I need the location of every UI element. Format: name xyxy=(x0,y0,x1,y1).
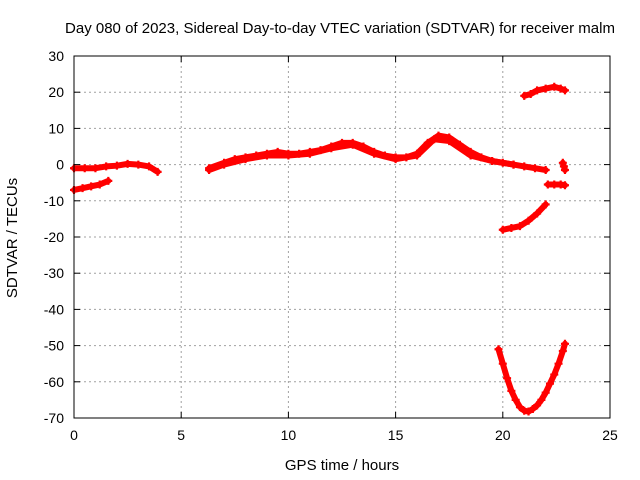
y-tick-label: -60 xyxy=(44,374,64,390)
data-point xyxy=(284,151,293,160)
y-tick-label: -70 xyxy=(44,410,64,426)
y-axis-label: SDTVAR / TECUs xyxy=(4,178,21,298)
data-point xyxy=(488,156,497,165)
data-point xyxy=(503,374,512,383)
data-point xyxy=(494,345,503,354)
series-arc-4 xyxy=(205,135,518,175)
data-point xyxy=(391,155,400,164)
chart-title: Day 080 of 2023, Sidereal Day-to-day VTE… xyxy=(65,20,615,37)
y-tick-label: -50 xyxy=(44,338,64,354)
y-tick-label: 20 xyxy=(48,84,64,100)
data-point xyxy=(112,161,121,170)
data-point xyxy=(370,149,379,158)
series-arc-5 xyxy=(520,82,569,100)
data-point xyxy=(220,160,229,169)
data-point xyxy=(87,182,96,191)
data-point xyxy=(545,379,554,388)
y-tick-label: 30 xyxy=(48,48,64,64)
series-line xyxy=(499,201,549,233)
data-point xyxy=(520,162,529,171)
data-point xyxy=(526,90,535,99)
data-point xyxy=(524,216,533,225)
data-point xyxy=(554,359,563,368)
data-point xyxy=(560,166,569,175)
data-series xyxy=(70,82,569,416)
data-point xyxy=(533,86,542,95)
data-point xyxy=(550,370,559,379)
data-point xyxy=(509,160,518,169)
data-point xyxy=(145,162,154,171)
data-point xyxy=(498,225,507,234)
data-point xyxy=(123,159,132,168)
grid-lines xyxy=(74,56,610,418)
data-point xyxy=(533,209,542,218)
data-point xyxy=(413,151,422,160)
data-point xyxy=(528,404,537,413)
data-point xyxy=(445,137,454,146)
data-point xyxy=(524,407,533,416)
y-tick-label: -10 xyxy=(44,193,64,209)
series-arc-1 xyxy=(70,159,162,176)
x-tick-label: 20 xyxy=(495,427,511,443)
data-point xyxy=(348,140,357,149)
y-tick-label: -30 xyxy=(44,265,64,281)
data-point xyxy=(205,166,214,175)
data-point xyxy=(305,149,314,158)
data-point xyxy=(558,347,567,356)
x-tick-label: 0 xyxy=(70,427,78,443)
data-point xyxy=(466,151,475,160)
x-tick-label: 5 xyxy=(177,427,185,443)
data-point xyxy=(511,395,520,404)
x-tick-label: 25 xyxy=(602,427,618,443)
data-point xyxy=(550,82,559,91)
data-point xyxy=(104,176,113,185)
data-point xyxy=(560,181,569,190)
y-tick-label: -40 xyxy=(44,301,64,317)
series-line xyxy=(206,136,517,174)
data-point xyxy=(327,144,336,153)
series-arc-8 xyxy=(558,158,569,175)
data-point xyxy=(556,84,565,93)
data-point xyxy=(507,223,516,232)
series-arc-7 xyxy=(543,180,569,190)
x-axis-label: GPS time / hours xyxy=(285,457,399,474)
data-point xyxy=(80,164,89,173)
data-point xyxy=(95,180,104,189)
data-point xyxy=(153,167,162,176)
x-tick-label: 15 xyxy=(388,427,404,443)
data-point xyxy=(520,91,529,100)
x-tick-label: 10 xyxy=(281,427,297,443)
data-point xyxy=(541,388,550,397)
data-point xyxy=(533,401,542,410)
data-point xyxy=(91,164,100,173)
series-arc-9 xyxy=(494,339,569,416)
data-point xyxy=(560,86,569,95)
y-tick-label: 10 xyxy=(48,120,64,136)
data-point xyxy=(537,395,546,404)
data-point xyxy=(515,403,524,412)
data-point xyxy=(102,162,111,171)
data-point xyxy=(507,386,516,395)
data-point xyxy=(515,222,524,231)
series-arc-6 xyxy=(498,200,550,234)
data-point xyxy=(498,359,507,368)
data-point xyxy=(78,184,87,193)
data-point xyxy=(241,155,250,164)
y-tick-label: -20 xyxy=(44,229,64,245)
data-point xyxy=(541,166,550,175)
data-point xyxy=(530,164,539,173)
series-arc-2 xyxy=(70,176,113,194)
data-point xyxy=(541,84,550,93)
data-point xyxy=(560,339,569,348)
data-point xyxy=(134,160,143,169)
data-point xyxy=(541,200,550,209)
data-point xyxy=(262,151,271,160)
data-point xyxy=(430,135,439,144)
y-tick-label: 0 xyxy=(56,157,64,173)
axis-ticks: 0 5 10 15 20 25 -70 -60 -50 -40 -30 -20 -10 0 10 20 30 xyxy=(44,48,618,443)
